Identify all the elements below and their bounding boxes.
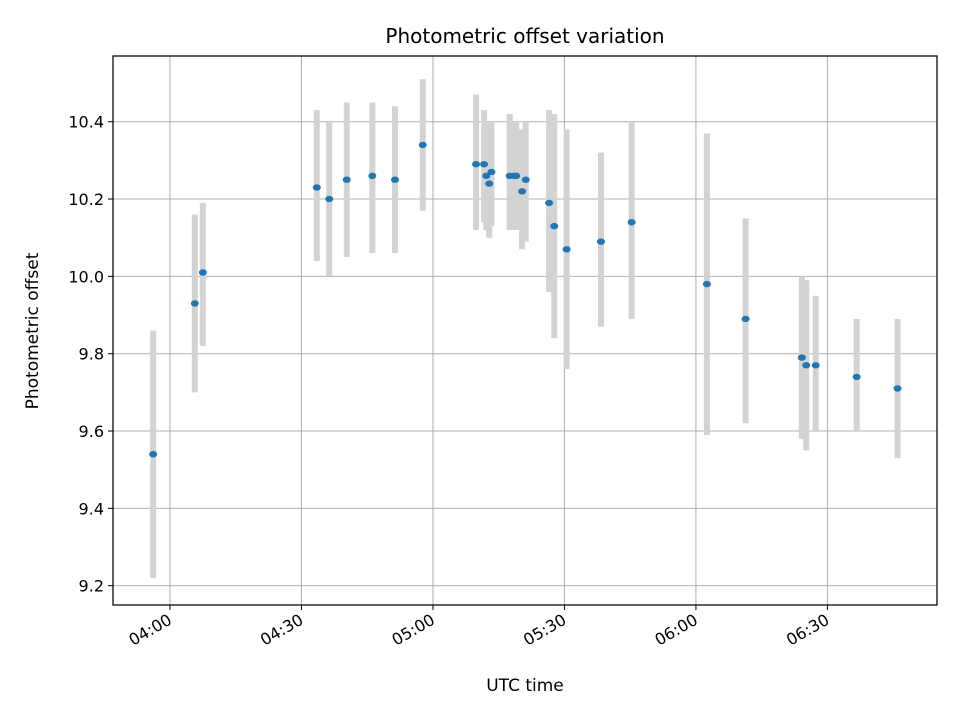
data-point [562, 246, 571, 253]
data-point [741, 315, 750, 323]
data-point [797, 354, 806, 361]
data-point [852, 373, 861, 381]
y-tick-label: 9.4 [79, 499, 104, 518]
axis-ticks [108, 121, 828, 610]
data-point [893, 385, 902, 392]
data-point [802, 362, 811, 369]
x-axis-label: UTC time [486, 676, 564, 696]
data-point [550, 222, 559, 230]
data-point [198, 269, 207, 276]
data-point [482, 172, 491, 180]
y-tick-label: 9.8 [79, 345, 104, 364]
data-point [325, 195, 334, 203]
data-point [702, 280, 711, 288]
data-point [312, 184, 321, 191]
data-point [472, 161, 481, 168]
data-point [480, 161, 489, 168]
data-point [149, 451, 158, 458]
data-point [545, 199, 554, 207]
data-point [418, 141, 427, 149]
y-tick-label: 9.2 [79, 577, 104, 596]
data-point [811, 362, 820, 369]
data-point [342, 176, 351, 183]
data-point [518, 188, 527, 195]
data-point [627, 219, 636, 226]
y-tick-label: 10.0 [68, 267, 104, 286]
data-point [190, 300, 199, 307]
plot-frame [112, 55, 938, 606]
chart-title: Photometric offset variation [385, 24, 664, 48]
data-point [368, 172, 377, 180]
y-tick-label: 9.6 [79, 422, 104, 441]
data-points [149, 141, 902, 458]
data-point [596, 238, 605, 245]
y-tick-label: 10.4 [68, 113, 104, 132]
data-point [487, 168, 496, 176]
data-point [485, 180, 494, 187]
data-point [521, 176, 530, 183]
y-tick-labels: 9.2 9.4 9.6 9.8 10.0 10.2 10.4 [68, 113, 104, 596]
y-axis-label: Photometric offset [23, 252, 43, 409]
y-tick-label: 10.2 [68, 190, 104, 209]
data-point [390, 176, 399, 183]
data-point [512, 172, 521, 180]
